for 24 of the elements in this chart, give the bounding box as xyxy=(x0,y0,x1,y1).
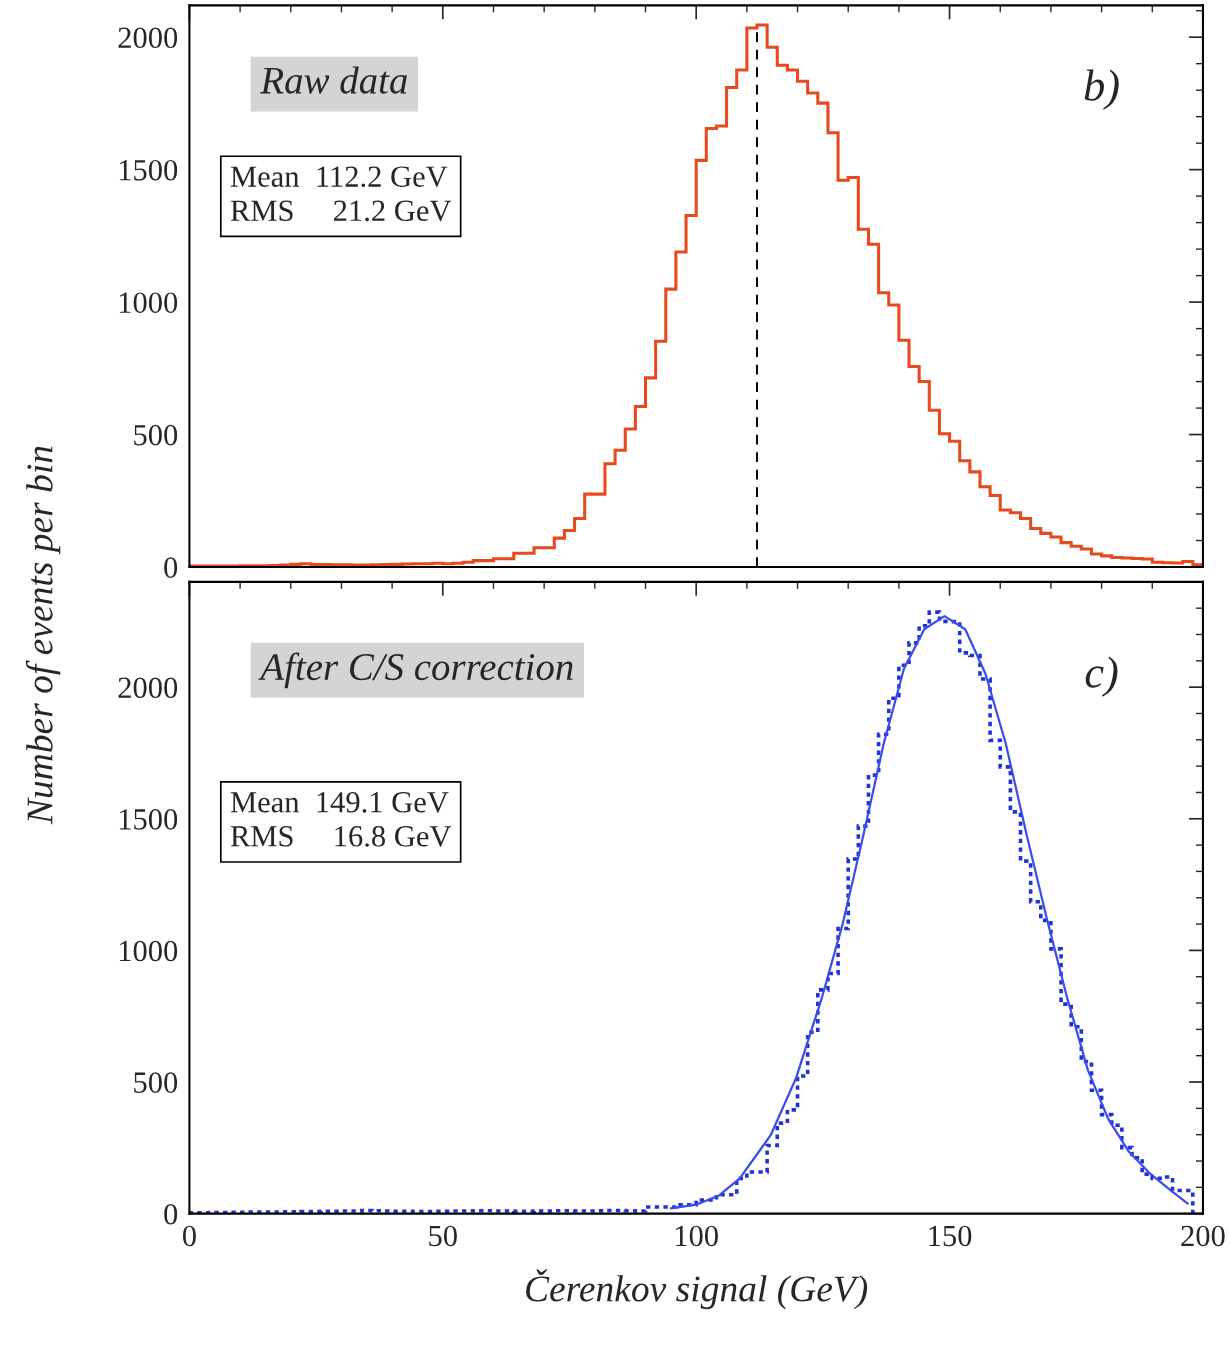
x-tick-label: 100 xyxy=(675,1225,718,1247)
y-tick-label: 0 xyxy=(164,1203,178,1225)
x-tick-label: 200 xyxy=(1181,1225,1225,1247)
y-tick-label: 2000 xyxy=(118,677,178,699)
y-tick-label: 0 xyxy=(164,557,178,578)
line-series xyxy=(669,614,1189,1210)
x-tick-label: 50 xyxy=(429,1225,457,1247)
x-axis-title: Čerenkov signal (GeV) xyxy=(526,1269,868,1310)
annotation: Mean 112.2 GeV RMS 21.2 GeV xyxy=(230,166,452,222)
y-tick-label: 1500 xyxy=(119,159,178,181)
x-tick-label: 0 xyxy=(182,1225,196,1247)
x-tick-label: 150 xyxy=(929,1225,972,1247)
annotation: c) xyxy=(1085,656,1118,697)
y-tick-label: 1000 xyxy=(119,940,178,962)
y-tick-label: 2000 xyxy=(118,27,178,49)
annotation: b) xyxy=(1084,69,1119,110)
y-axis-title: Number of events per bin xyxy=(25,446,61,825)
annotation: Raw data xyxy=(260,66,407,94)
annotation: Mean 149.1 GeV RMS 16.8 GeV xyxy=(230,792,452,847)
annotation: After C/S correction xyxy=(258,652,573,689)
y-tick-label: 500 xyxy=(134,1072,178,1093)
y-tick-label: 1000 xyxy=(119,292,178,313)
y-tick-label: 1500 xyxy=(119,809,178,830)
y-tick-label: 500 xyxy=(134,424,178,446)
